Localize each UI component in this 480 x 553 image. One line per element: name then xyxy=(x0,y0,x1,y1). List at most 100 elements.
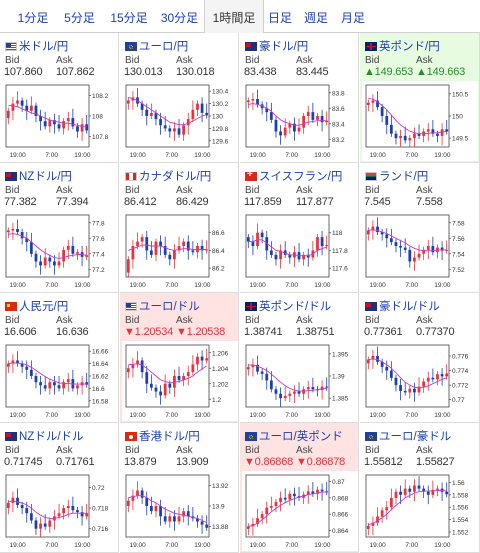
moving-average-line xyxy=(8,233,87,259)
candle-chart[interactable]: 1.206 1.204 1.202 1.2 19:00 7:00 19:00 xyxy=(122,341,238,421)
ask-value: ▼1.20538 xyxy=(176,326,226,338)
candle-body xyxy=(293,391,296,394)
plot-frame xyxy=(365,84,450,148)
candle-body xyxy=(29,105,33,111)
candle-body xyxy=(279,250,282,260)
rate-cell[interactable]: 人民元/円 Bid Ask 16.606 16.636 16.66 16.64 16.62 16… xyxy=(0,293,119,423)
rate-cell[interactable]: 香港ドル/円 Bid Ask 13.879 13.909 13.92 13.9 13.88 19… xyxy=(120,423,239,553)
rate-cell[interactable]: 豪ドル/ドル Bid Ask 0.77361 0.77370 0.776 0.774 0.77… xyxy=(360,293,480,423)
tab-monthly[interactable]: 月足 xyxy=(340,11,365,25)
us-flag-icon xyxy=(125,302,137,311)
plot-frame xyxy=(245,474,330,538)
tab-weekly[interactable]: 週足 xyxy=(303,11,328,25)
candle-chart[interactable]: 13.92 13.9 13.88 19:00 7:00 19:00 xyxy=(122,471,238,551)
candle-chart[interactable]: 0.776 0.774 0.772 0.77 19:00 7:00 19:00 xyxy=(362,341,478,421)
candle-body xyxy=(306,387,310,390)
candle-chart[interactable]: 86.6 86.4 86.2 19:00 7:00 19:00 xyxy=(122,211,238,291)
pair-name-link[interactable]: ユーロ/豪ドル xyxy=(365,428,452,443)
ca-flag-icon xyxy=(125,172,137,181)
bid-label: Bid xyxy=(245,315,260,326)
y-tick-label: 83.8 xyxy=(332,90,345,97)
candle-body xyxy=(399,246,402,248)
pair-name-link[interactable]: 香港ドル/円 xyxy=(125,428,200,443)
candle-body xyxy=(413,133,416,139)
x-tick-label: 19:00 xyxy=(9,152,26,159)
candle-body xyxy=(62,121,66,129)
pair-name-link[interactable]: ユーロ/英ポンド xyxy=(245,428,343,443)
tab-5min[interactable]: 5分足 xyxy=(64,11,95,25)
rate-cell[interactable]: ユーロ/英ポンド Bid Ask ▼0.86868 ▼0.86878 0.87 0.868 0… xyxy=(240,423,359,553)
candle-body xyxy=(431,246,435,253)
rate-cell[interactable]: 英ポンド/ドル Bid Ask 1.38741 1.38751 1.395 1.39 1.38… xyxy=(240,293,359,423)
candle-body xyxy=(149,112,153,116)
pair-name-link[interactable]: 人民元/円 xyxy=(5,298,68,313)
rate-cell[interactable]: カナダドル/円 Bid Ask 86.412 86.429 86.6 86.4 86.2 19:… xyxy=(120,163,239,293)
pair-name-link[interactable]: 英ポンド/ドル xyxy=(245,298,331,313)
candle-body xyxy=(85,124,89,131)
rate-cell[interactable]: 英ポンド/円 Bid Ask ▲149.653 ▲149.663 150.5 150 149.… xyxy=(360,33,480,163)
rate-cell[interactable]: ユーロ/円 Bid Ask 130.013 130.018 130.4 130.2 130 12… xyxy=(120,33,239,163)
rate-cell[interactable]: ユーロ/豪ドル Bid Ask 1.55812 1.55827 1.56 1.558 1.55… xyxy=(360,423,480,553)
y-tick-label: 0.776 xyxy=(452,353,469,360)
rate-cell[interactable]: 米ドル/円 Bid Ask 107.860 107.862 108.2 108 107.8 19… xyxy=(0,33,119,163)
candle-body xyxy=(306,112,310,116)
pair-name-link[interactable]: 豪ドル/円 xyxy=(245,38,308,53)
candle-body xyxy=(145,497,149,506)
candle-body xyxy=(366,359,370,364)
pair-name-link[interactable]: 豪ドル/ドル xyxy=(365,298,440,313)
candle-body xyxy=(168,128,172,132)
candle-chart[interactable]: 150.5 150 149.5 19:00 7:00 19:00 xyxy=(362,81,478,161)
candle-body xyxy=(16,100,19,104)
pair-name-link[interactable]: 英ポンド/円 xyxy=(365,38,440,53)
candle-body xyxy=(43,257,47,266)
pair-name-link[interactable]: ランド/円 xyxy=(365,168,428,183)
pair-name: ユーロ/豪ドル xyxy=(379,431,452,443)
candle-body xyxy=(320,489,324,492)
tab-30min[interactable]: 30分足 xyxy=(160,11,199,25)
candle-body xyxy=(403,390,407,393)
tab-15min[interactable]: 15分足 xyxy=(110,11,148,25)
pair-name-link[interactable]: NZドル/ドル xyxy=(5,428,84,443)
candle-body xyxy=(29,369,33,376)
tab-1min[interactable]: 1分足 xyxy=(17,11,49,25)
candle-chart[interactable]: 83.8 83.6 83.4 83.2 19:00 7:00 19:00 xyxy=(242,81,358,161)
ask-label: Ask xyxy=(296,55,313,66)
tab-1hour[interactable]: 1時間足 xyxy=(204,0,264,33)
candle-body xyxy=(413,388,416,393)
candle-chart[interactable]: 7.58 7.56 7.54 7.52 19:00 7:00 19:00 xyxy=(362,211,478,291)
rate-cell[interactable]: NZドル/円 Bid Ask 77.382 77.394 77.8 77.6 77.4 77.2… xyxy=(0,163,119,293)
candle-chart[interactable]: 1.395 1.39 1.385 19:00 7:00 19:00 xyxy=(242,341,358,421)
pair-name-link[interactable]: 米ドル/円 xyxy=(5,38,68,53)
x-tick-label: 19:00 xyxy=(434,152,451,159)
candle-chart[interactable]: 77.8 77.6 77.4 77.2 19:00 7:00 19:00 xyxy=(2,211,118,291)
candle-body xyxy=(269,380,273,390)
rate-cell[interactable]: ユーロ/ドル Bid Ask ▼1.20534 ▼1.20538 1.206 1.204 1.… xyxy=(120,293,239,423)
candle-body xyxy=(408,488,412,492)
tab-daily[interactable]: 日足 xyxy=(267,11,292,25)
candle-body xyxy=(85,513,89,517)
bid-label: Bid xyxy=(5,55,20,66)
rate-cell[interactable]: 豪ドル/円 Bid Ask 83.438 83.445 83.8 83.6 83.4 83.2 1… xyxy=(240,33,359,163)
moving-average-line xyxy=(368,358,447,389)
rate-cell[interactable]: スイスフラン/円 Bid Ask 117.859 117.877 118 117.8 117.… xyxy=(240,163,359,293)
eu-flag-icon xyxy=(125,42,137,51)
pair-name-link[interactable]: NZドル/円 xyxy=(5,168,72,183)
pair-name-link[interactable]: ユーロ/ドル xyxy=(125,298,200,313)
rate-cell[interactable]: ランド/円 Bid Ask 7.545 7.558 7.58 7.56 7.54 7.52 19:… xyxy=(360,163,480,293)
pair-name-link[interactable]: ユーロ/円 xyxy=(125,38,188,53)
pair-name-link[interactable]: スイスフラン/円 xyxy=(245,168,342,183)
candle-chart[interactable]: 118 117.8 117.6 19:00 7:00 19:00 xyxy=(242,211,358,291)
bid-value: ▼0.86868 xyxy=(244,456,294,468)
candle-body xyxy=(163,246,167,255)
candle-chart[interactable]: 108.2 108 107.8 19:00 7:00 19:00 xyxy=(2,81,118,161)
candle-body xyxy=(131,495,135,501)
candle-body xyxy=(71,246,75,254)
x-tick-label: 19:00 xyxy=(249,412,266,419)
candle-chart[interactable]: 0.72 0.718 0.716 19:00 7:00 19:00 xyxy=(2,471,118,551)
rate-cell[interactable]: NZドル/ドル Bid Ask 0.71745 0.71761 0.72 0.718 0.71… xyxy=(0,423,119,553)
pair-name-link[interactable]: カナダドル/円 xyxy=(125,168,211,183)
